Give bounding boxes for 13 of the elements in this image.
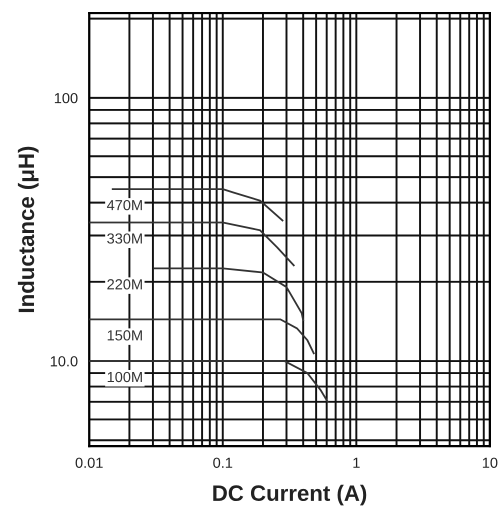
- x-tick-label: 0.01: [76, 458, 103, 468]
- x-tick-label: 1: [353, 458, 360, 468]
- y-tick-label: 10.0: [50, 356, 78, 366]
- x-axis-title: DC Current (A): [213, 484, 366, 506]
- x-tick-label: 10: [482, 458, 498, 468]
- series-label: 150M: [108, 330, 142, 341]
- y-axis-title: Inductance (μH): [18, 146, 39, 312]
- series-label: 220M: [107, 279, 142, 290]
- series-label: 470M: [106, 200, 142, 210]
- y-tick-label: 100: [54, 92, 78, 104]
- series-label: 100M: [108, 372, 142, 382]
- x-tick-label: 0.1: [213, 458, 232, 468]
- series-label: 330M: [107, 233, 142, 244]
